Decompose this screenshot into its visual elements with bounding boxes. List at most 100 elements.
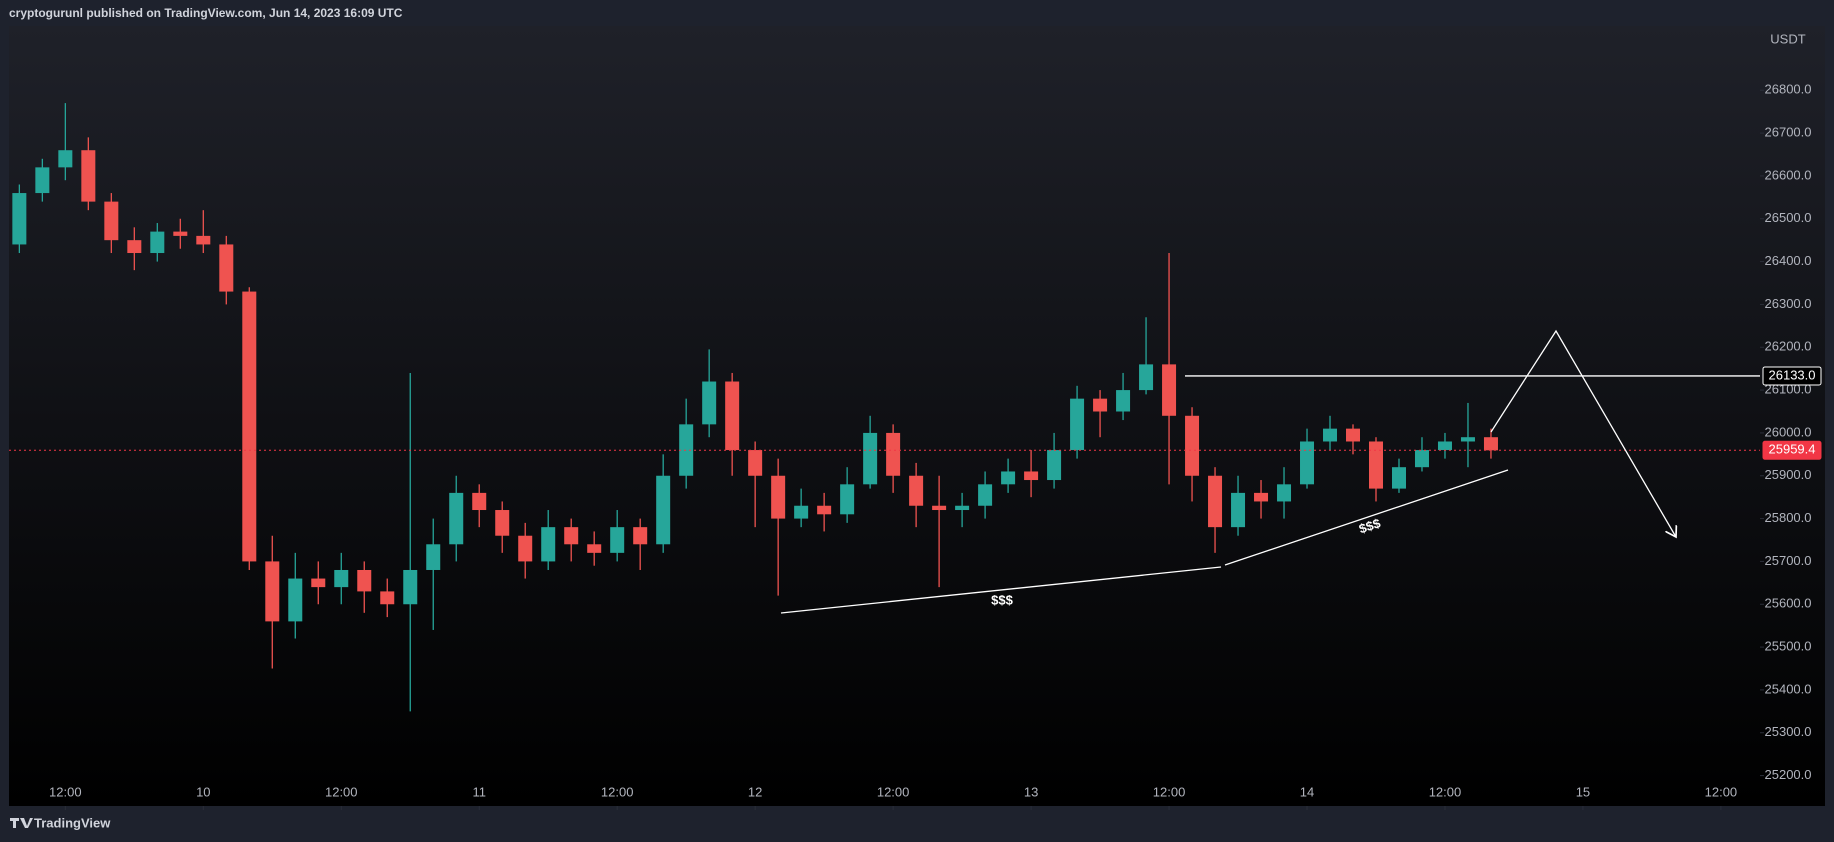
- y-tick-label: 25700.0: [1765, 553, 1812, 568]
- candle-body: [633, 527, 648, 545]
- candle-body: [196, 235, 211, 245]
- y-tick-label: 25800.0: [1765, 510, 1812, 525]
- candle-body: [1368, 441, 1383, 489]
- candle-body: [1414, 450, 1429, 468]
- candle-body: [472, 492, 487, 511]
- candle-body: [564, 527, 579, 545]
- price-label-box: [1762, 440, 1822, 460]
- candle-body: [1483, 437, 1498, 451]
- candle-body: [495, 510, 510, 536]
- y-tick-label: 25600.0: [1765, 596, 1812, 611]
- candle-body: [1093, 398, 1108, 412]
- candle-body: [771, 475, 786, 519]
- candle-body: [242, 291, 257, 562]
- y-tick-label: 26800.0: [1765, 82, 1812, 97]
- candle-body: [380, 591, 395, 605]
- x-tick-label: 12:00: [1705, 784, 1738, 799]
- candle-body: [1185, 415, 1200, 476]
- annotation: $$$: [991, 592, 1013, 607]
- candle-body: [1139, 364, 1154, 391]
- brand: TradingView: [34, 815, 111, 830]
- x-tick-label: 12: [748, 784, 762, 799]
- candle-body: [1116, 390, 1131, 412]
- candle-body: [150, 231, 165, 254]
- y-tick-label: 25300.0: [1765, 724, 1812, 739]
- candle-body: [1254, 492, 1269, 502]
- candle-body: [748, 450, 763, 476]
- x-tick-label: 12:00: [877, 784, 910, 799]
- candle-body: [334, 569, 349, 588]
- candle-body: [1231, 492, 1246, 528]
- candle-body: [1001, 471, 1016, 485]
- candle-body: [1323, 428, 1338, 442]
- x-tick-label: 12:00: [49, 784, 82, 799]
- y-tick-label: 26600.0: [1765, 167, 1812, 182]
- price-label-box: [1762, 366, 1822, 386]
- candle-body: [1208, 475, 1223, 528]
- candle-body: [541, 527, 556, 562]
- annotation: $$$: [1357, 515, 1383, 536]
- candle-body: [58, 150, 73, 168]
- x-tick-label: 13: [1024, 784, 1038, 799]
- candle-body: [1277, 484, 1292, 502]
- candle-body: [1162, 364, 1177, 416]
- y-tick-label: 26400.0: [1765, 253, 1812, 268]
- candle-body: [1024, 471, 1039, 481]
- candle-body: [886, 432, 901, 476]
- candle-body: [1070, 398, 1085, 451]
- projection-arrow: [1490, 329, 1676, 537]
- x-tick-label: 12:00: [1153, 784, 1186, 799]
- candle-body: [610, 527, 625, 553]
- candle-body: [357, 569, 372, 592]
- x-tick-label: 12:00: [601, 784, 634, 799]
- candle-body: [978, 484, 993, 506]
- y-tick-label: 25900.0: [1765, 467, 1812, 482]
- candle-body: [403, 569, 418, 605]
- price-label: 26133.0: [1769, 367, 1816, 382]
- candle-body: [12, 193, 27, 245]
- candle-body: [863, 432, 878, 485]
- candle-body: [426, 544, 441, 570]
- candle-body: [35, 167, 50, 194]
- candle-body: [1346, 428, 1361, 442]
- candle-body: [725, 381, 740, 451]
- brand-logo: [10, 818, 33, 828]
- y-tick-label: 25400.0: [1765, 681, 1812, 696]
- plot-background: [9, 26, 1825, 806]
- candle-body: [1300, 441, 1315, 485]
- candle-body: [81, 150, 96, 202]
- y-tick-label: 26500.0: [1765, 210, 1812, 225]
- candle-body: [288, 578, 303, 622]
- candle-body: [587, 544, 602, 553]
- candle-body: [679, 424, 694, 476]
- y-tick-label: 25200.0: [1765, 767, 1812, 782]
- candle-body: [1391, 467, 1406, 489]
- x-tick-label: 14: [1300, 784, 1314, 799]
- y-tick-label: 26700.0: [1765, 125, 1812, 140]
- candle-body: [173, 231, 188, 236]
- candle-body: [311, 578, 326, 588]
- candle-body: [449, 492, 464, 545]
- price-label: 25959.4: [1769, 442, 1816, 457]
- candle-body: [955, 505, 970, 511]
- candle-body: [104, 201, 119, 241]
- y-tick-label: 26200.0: [1765, 339, 1812, 354]
- candle-body: [840, 484, 855, 515]
- candle-body: [932, 505, 947, 511]
- trendline: [1224, 469, 1509, 566]
- candle-body: [656, 475, 671, 545]
- chart-layer: 25200.0 25300.0 25400.0 25500.0 25600.0 25700…: [9, 82, 1822, 810]
- candle-body: [1047, 450, 1062, 481]
- candle-body: [1437, 441, 1452, 451]
- header: cryptogurunl published on TradingView.co…: [9, 6, 403, 20]
- candle-body: [702, 381, 717, 425]
- x-tick-label: 10: [196, 784, 210, 799]
- x-tick-label: 11: [472, 784, 486, 799]
- x-tick-label: 12:00: [1429, 784, 1462, 799]
- candle-body: [817, 505, 832, 515]
- candle-body: [794, 505, 809, 519]
- y-tick-label: 26000.0: [1765, 424, 1812, 439]
- y-tick-label: 25500.0: [1765, 639, 1812, 654]
